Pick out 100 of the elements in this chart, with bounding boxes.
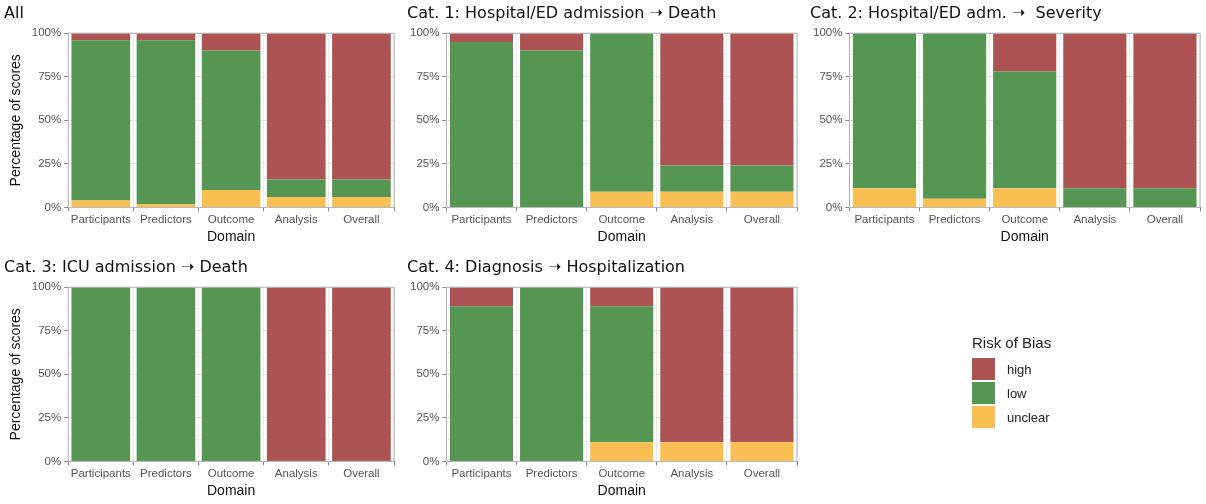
bar <box>590 442 654 461</box>
bar <box>520 287 584 461</box>
x-tick-label: Participants <box>451 467 512 480</box>
bar <box>852 33 917 189</box>
chart-title: All <box>4 2 24 22</box>
bar <box>266 196 326 207</box>
x-tick-label: Predictors <box>525 213 578 226</box>
bar <box>993 33 1057 72</box>
x-tick-label: Participants <box>451 213 512 226</box>
bar <box>590 33 654 192</box>
bar <box>201 189 261 207</box>
legend-label: unclear <box>1007 409 1050 425</box>
bar <box>332 179 391 197</box>
y-tick-label: 0% <box>44 200 62 213</box>
x-tick-label: Participants <box>70 213 132 226</box>
bar <box>201 50 261 190</box>
y-tick-label: 25% <box>416 411 440 424</box>
bar <box>71 40 131 201</box>
bar <box>730 33 794 166</box>
x-tick-label: Analysis <box>1073 213 1117 226</box>
bar <box>590 191 654 207</box>
x-axis-title: Domain <box>206 482 256 499</box>
chart-title: Cat. 4: Diagnosis ➝ Hospitalization <box>407 256 686 276</box>
bar <box>266 33 326 180</box>
x-tick-label: Outcome <box>598 213 646 226</box>
x-tick-label: Predictors <box>928 213 981 226</box>
bar <box>136 203 196 207</box>
x-tick-label: Analysis <box>274 467 318 480</box>
bar <box>1133 33 1197 189</box>
bar <box>923 33 987 199</box>
x-tick-label: Analysis <box>670 467 714 480</box>
y-axis-title: Percentage of scores <box>7 308 24 441</box>
y-tick-label: 50% <box>416 367 440 380</box>
x-axis-title: Domain <box>1000 228 1049 245</box>
bar <box>520 33 584 51</box>
bar <box>136 40 196 204</box>
bar <box>730 165 794 192</box>
bar <box>993 71 1057 189</box>
bar <box>730 442 794 461</box>
legend-label: high <box>1007 361 1032 377</box>
y-tick-label: 75% <box>38 323 62 336</box>
x-tick-label: Outcome <box>207 213 255 226</box>
x-tick-label: Overall <box>743 467 781 480</box>
y-tick-label: 50% <box>819 113 843 126</box>
y-tick-label: 50% <box>38 113 62 126</box>
x-tick-label: Predictors <box>525 467 578 480</box>
bar <box>660 165 724 192</box>
bar <box>660 33 724 166</box>
x-tick-label: Overall <box>743 213 781 226</box>
bar <box>449 287 514 307</box>
y-tick-label: 50% <box>38 367 62 380</box>
y-tick-label: 75% <box>819 69 843 82</box>
x-axis-title: Domain <box>597 482 646 499</box>
y-tick-label: 25% <box>38 411 62 424</box>
y-tick-label: 100% <box>31 26 62 39</box>
y-tick-label: 50% <box>416 113 440 126</box>
y-tick-label: 25% <box>416 157 440 170</box>
bar <box>590 306 654 443</box>
x-tick-label: Outcome <box>207 467 255 480</box>
x-tick-label: Analysis <box>274 213 318 226</box>
bar <box>852 188 917 207</box>
y-axis-title: Percentage of scores <box>7 54 24 187</box>
bar <box>332 33 391 180</box>
y-tick-label: 100% <box>409 280 440 293</box>
bar <box>332 196 391 207</box>
y-tick-label: 75% <box>38 69 62 82</box>
bar <box>660 287 724 443</box>
legend-title: Risk of Bias <box>972 334 1052 351</box>
bar <box>1063 33 1127 189</box>
bar <box>660 191 724 207</box>
bar <box>1063 188 1127 207</box>
y-tick-label: 25% <box>819 157 843 170</box>
bar <box>71 200 131 207</box>
x-tick-label: Predictors <box>140 213 193 226</box>
y-tick-label: 75% <box>416 69 440 82</box>
x-tick-label: Overall <box>343 213 380 226</box>
chart-title: Cat. 2: Hospital/ED adm. ➝ Severity <box>810 2 1102 22</box>
bar <box>449 33 514 42</box>
x-tick-label: Overall <box>1146 213 1184 226</box>
bar <box>993 188 1057 207</box>
bar <box>1133 188 1197 207</box>
bar <box>660 442 724 461</box>
x-axis-title: Domain <box>206 228 256 245</box>
y-tick-label: 25% <box>38 157 62 170</box>
x-tick-label: Analysis <box>670 213 714 226</box>
y-tick-label: 100% <box>812 26 843 39</box>
y-tick-label: 100% <box>31 280 62 293</box>
x-tick-label: Overall <box>343 467 380 480</box>
y-tick-label: 0% <box>44 454 62 467</box>
x-tick-label: Outcome <box>598 467 646 480</box>
x-tick-label: Participants <box>854 213 915 226</box>
bar <box>730 191 794 207</box>
x-tick-label: Outcome <box>1001 213 1049 226</box>
bar <box>520 50 584 207</box>
legend-label: low <box>1007 385 1027 401</box>
y-tick-label: 0% <box>825 200 843 213</box>
y-tick-label: 75% <box>416 323 440 336</box>
bar <box>201 33 261 51</box>
x-tick-label: Participants <box>70 467 132 480</box>
y-tick-label: 100% <box>409 26 440 39</box>
